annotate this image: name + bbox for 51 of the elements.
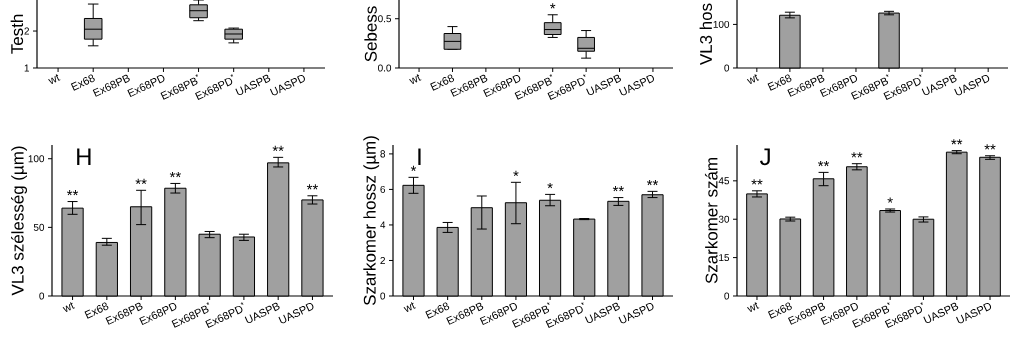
- annotation: **: [306, 184, 319, 190]
- annotation: **: [272, 145, 284, 152]
- y-axis-title: Szarkomer szám: [704, 158, 718, 284]
- y-tick-label: 4: [380, 221, 386, 229]
- y-tick-label: 8: [380, 150, 386, 158]
- annotation: I: [418, 148, 421, 165]
- y-tick-label: 0: [39, 292, 45, 300]
- x-tick-label: wt: [403, 302, 416, 312]
- x-tick-label: wt: [747, 302, 760, 312]
- annotation: J: [760, 148, 770, 166]
- y-tick-label: 1: [24, 64, 29, 72]
- annotation: **: [169, 171, 181, 178]
- y-tick-label: 0.5: [378, 15, 392, 23]
- annotation: **: [817, 160, 830, 167]
- annotation: *: [513, 170, 519, 177]
- annotation: H: [77, 148, 91, 165]
- y-tick-label: 30: [718, 215, 730, 223]
- y-tick-label: 0: [380, 292, 386, 300]
- annotation: **: [66, 190, 79, 196]
- x-tick-label: wt: [409, 74, 422, 84]
- annotation: *: [887, 197, 893, 203]
- y-tick-label: 50: [33, 223, 45, 231]
- y-tick-label: 100: [28, 155, 45, 163]
- annotation: **: [135, 178, 147, 185]
- y-tick-label: 45: [718, 177, 730, 185]
- y-tick-label: 0.0: [378, 64, 392, 72]
- y-tick-label: 15: [719, 254, 730, 262]
- annotation: **: [851, 152, 863, 158]
- y-axis-title: VL3 hos: [699, 3, 713, 65]
- annotation: *: [547, 182, 553, 189]
- y-axis-title: Sebess: [364, 6, 377, 62]
- annotation: **: [646, 179, 659, 186]
- y-tick-label: 6: [380, 185, 386, 193]
- annotation: **: [751, 179, 763, 185]
- x-tick-label: wt: [746, 74, 760, 84]
- y-tick-label: 100: [713, 20, 730, 28]
- x-tick-label: Ex68: [70, 74, 95, 91]
- annotation: **: [951, 139, 963, 145]
- annotation: *: [550, 3, 556, 9]
- y-tick-label: 2: [24, 27, 29, 35]
- annotation: **: [984, 144, 996, 150]
- x-tick-label: wt: [48, 74, 61, 84]
- annotation: **: [612, 186, 624, 192]
- y-tick-label: 0: [724, 64, 730, 72]
- annotation: *: [410, 165, 417, 172]
- x-tick-label: wt: [62, 302, 75, 312]
- y-axis-title: VL3 szélesség (µm): [11, 146, 28, 296]
- y-tick-label: 2: [380, 257, 385, 264]
- y-tick-label: 0: [724, 292, 730, 300]
- y-axis-title: Szarkomer hossz (µm): [363, 136, 380, 306]
- y-axis-title: Testh: [10, 14, 24, 54]
